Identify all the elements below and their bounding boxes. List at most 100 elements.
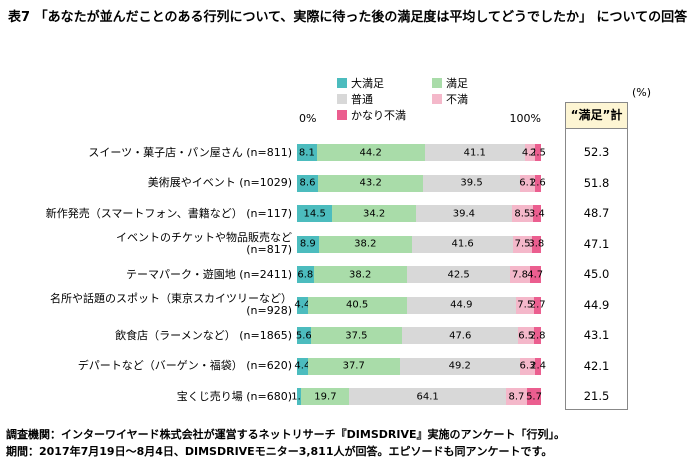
bar-segment: 37.5 [310,327,403,344]
bar-segment: 2.7 [530,296,546,314]
bar-segment: 7.8 [510,266,530,283]
bar-segment: 4.1 [522,144,538,161]
segment-value: 47.6 [449,330,472,341]
segment-value: 37.5 [345,330,368,341]
segment-value: 49.2 [448,360,471,372]
row-label: デパートなど（バーゲン・福袋） (n=620) [77,359,292,372]
segment-value: 41.6 [451,238,474,250]
sum-value: 44.9 [583,297,610,312]
segment-value: 64.1 [416,391,439,402]
segment-value: 7.8 [512,269,528,280]
segment-value: 8.5 [514,208,531,219]
segment-value: 42.5 [447,269,470,280]
segment-value: 38.2 [354,238,377,250]
segment-value: 6.5 [518,330,535,341]
segment-value: 2.5 [529,147,546,158]
segment-value: 2.7 [529,299,546,311]
sum-value: 52.3 [583,145,610,159]
segment-value: 2.4 [530,360,546,372]
bar-segment: 3.4 [529,205,545,222]
stacked-bar: 6.8 38.2 42.5 7.8 4.7 [297,266,544,283]
stacked-bar: 8.1 44.2 41.1 4.1 2.5 [297,144,546,161]
bar-segment: 7.5 [516,296,535,314]
segment-value: 40.5 [346,299,369,311]
bar-segment: 2.6 [530,174,546,192]
row-label: 飲食店（ラーメンなど） (n=1865) [115,328,292,342]
legend-label: 普通 [351,92,373,106]
chart-row: テーマパーク・遊園地 (n=2411) 6.8 38.2 42.5 7.8 4.7 [0,266,700,283]
sum-value: 45.0 [583,267,610,281]
legend-label: 不満 [446,92,468,106]
segment-value: 39.4 [452,208,476,219]
legend-label: かなり不満 [351,108,406,122]
segment-value: 38.2 [349,269,372,280]
percent-unit-label: (%) [632,86,652,99]
bar-segment: 43.2 [317,174,424,192]
bar-segment: 5.7 [526,388,542,405]
bar-segment: 47.6 [402,327,519,344]
legend-swatch [432,77,442,88]
bar-segment: 4.4 [294,296,310,314]
segment-value: 6.3 [519,360,536,372]
segment-value: 5.7 [526,391,542,402]
legend-swatch [432,93,442,104]
sum-value: 47.1 [583,236,610,251]
bar-segment: 38.2 [318,235,412,253]
legend-item-2: 普通 [337,92,432,106]
segment-value: 4.7 [527,269,544,280]
bar-segment: 2.5 [530,144,546,161]
row-label: 美術展やイベント (n=1029) [147,176,292,189]
stacked-bar: 1.8 19.7 64.1 8.7 5.7 [291,388,542,405]
row-label: イベントのチケットや物品販売など (n=817) [116,231,292,256]
row-label: 新作発売（スマートフォン、書籍など） (n=117) [45,206,292,220]
chart-row: イベントのチケットや物品販売など (n=817) 8.9 38.2 41.6 7.5 3.… [0,232,700,256]
x-axis-max-label: 100% [509,112,541,125]
bar-segment: 6.1 [519,174,535,192]
segment-value: 1.8 [291,391,308,402]
stacked-bar: 8.9 38.2 41.6 7.5 3.8 [297,235,545,253]
segment-value: 8.9 [299,238,316,250]
bar-segment: 6.8 [297,266,314,283]
bar-segment: 37.7 [307,357,400,375]
stacked-bar: 14.5 34.2 39.4 8.5 3.4 [297,205,545,222]
segment-value: 5.6 [295,330,312,341]
row-label: テーマパーク・遊園地 (n=2411) [125,267,292,281]
sum-value: 42.1 [583,358,610,373]
legend: 大満足 満足 普通 不満 かなり不満 [337,76,517,122]
sum-value: 21.5 [583,389,610,403]
legend-item-0: 大満足 [337,76,432,90]
chart-row: 美術展やイベント (n=1029) 8.6 43.2 39.5 6.1 2.6 [0,174,700,192]
chart-row: 新作発売（スマートフォン、書籍など） (n=117) 14.5 34.2 39.4 8.… [0,205,700,222]
segment-value: 39.5 [460,177,483,189]
row-label: スイーツ・菓子店・パン屋さん (n=811) [88,145,292,159]
segment-value: 7.5 [517,299,534,311]
bar-segment: 41.1 [424,144,525,161]
segment-value: 44.2 [359,147,382,158]
bar-segment: 49.2 [399,357,520,375]
bar-segment: 41.6 [411,235,514,253]
satisfaction-total-header: “満足”計 [566,103,627,129]
bar-segment: 40.5 [307,296,407,314]
bar-segment: 39.4 [415,205,512,222]
bar-segment: 34.2 [332,205,416,222]
segment-value: 44.9 [450,299,473,311]
bar-segment: 6.3 [519,357,536,375]
chart-title: 表7 「あなたが並んだことのある行列について、実際に待った後の満足度は平均してど… [8,10,688,25]
chart-row: 飲食店（ラーメンなど） (n=1865) 5.6 37.5 47.6 6.5 2.8 [0,327,700,344]
sum-value: 51.8 [583,175,610,190]
segment-value: 3.8 [528,238,545,250]
bar-segment: 4.4 [294,357,310,375]
bar-segment: 8.5 [511,205,533,222]
bar-segment: 39.5 [423,174,520,192]
bar-segment: 42.5 [406,266,511,283]
segment-value: 43.2 [359,177,382,189]
segment-value: 41.1 [463,147,486,158]
chart-row: 名所や話題のスポット（東京スカイツリーなど） (n=928) 4.4 40.5 44.… [0,293,700,317]
segment-value: 8.1 [298,147,315,158]
footer: 調査機関：インターワイヤード株式会社が運営するネットリサーチ『DIMSDRIVE… [6,427,565,460]
chart-row: 宝くじ売り場 (n=680) 1.8 19.7 64.1 8.7 5.7 [0,388,700,405]
sum-value: 43.1 [583,328,610,342]
bar-segment: 5.6 [295,327,312,344]
satisfaction-total-box: “満足”計 [565,102,628,410]
bar-segment: 38.2 [313,266,407,283]
